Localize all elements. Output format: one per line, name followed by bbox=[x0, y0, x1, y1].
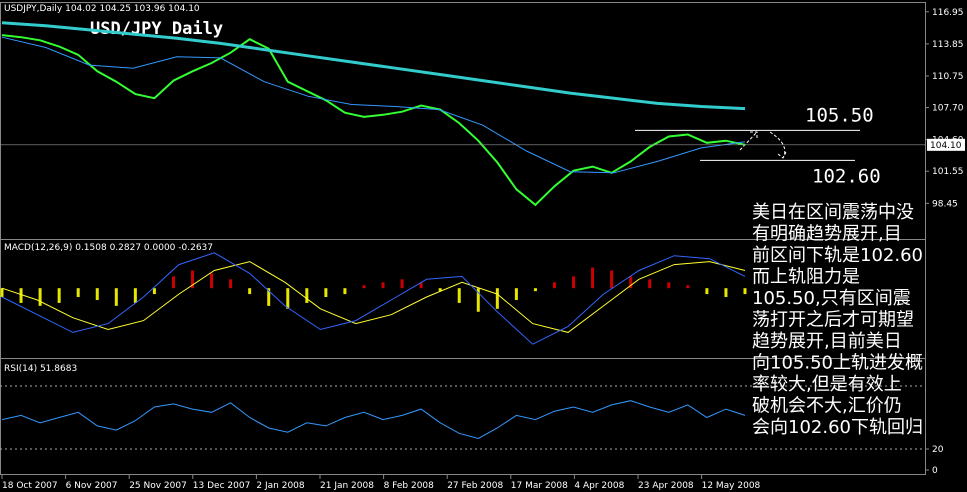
histogram-bar bbox=[57, 288, 61, 303]
histogram-bar bbox=[495, 288, 499, 309]
series-line bbox=[1, 34, 746, 207]
histogram-bar bbox=[457, 288, 461, 303]
note-line: 向105.50上轨进发概 bbox=[752, 353, 923, 374]
histogram-bar bbox=[19, 288, 23, 303]
note-line: 有明确趋势展开,目 bbox=[752, 224, 902, 245]
y-tick-label: 113.85 bbox=[932, 40, 964, 50]
histogram-bar bbox=[514, 288, 518, 300]
histogram-bar bbox=[419, 282, 423, 289]
y-tick-label: 101.55 bbox=[932, 167, 964, 177]
series-line bbox=[1, 261, 746, 333]
chart-header: USDJPY,Daily 104.02 104.25 103.96 104.10 bbox=[4, 4, 200, 14]
histogram-bar bbox=[248, 288, 252, 295]
level-label: 102.60 bbox=[812, 165, 881, 187]
x-tick-label: 25 Nov 2007 bbox=[129, 481, 187, 491]
level-label: 105.50 bbox=[805, 104, 874, 126]
arrows bbox=[739, 131, 787, 159]
histogram-bar bbox=[267, 288, 271, 306]
note-line: 破机会不大,汇价仍 bbox=[752, 396, 902, 417]
histogram-bar bbox=[552, 282, 556, 289]
series-line bbox=[1, 400, 746, 440]
histogram-bar bbox=[610, 270, 614, 289]
macd-header: MACD(12,26,9) 0.1508 0.2827 0.0000 -0.26… bbox=[4, 243, 213, 253]
x-tick-label: 2 Jan 2008 bbox=[256, 481, 304, 491]
x-tick-label: 12 May 2008 bbox=[702, 481, 761, 491]
x-tick-label: 6 Nov 2007 bbox=[66, 481, 118, 491]
histogram-bar bbox=[705, 288, 709, 295]
histogram-bar bbox=[171, 276, 175, 289]
x-tick-label: 4 Apr 2008 bbox=[574, 481, 624, 491]
histogram-bar bbox=[686, 285, 690, 289]
note-line: 率较大,但是有效上 bbox=[752, 374, 902, 395]
note-line: 105.50,只有区间震 bbox=[752, 288, 911, 309]
histogram-bar bbox=[343, 288, 347, 295]
histogram-bar bbox=[743, 288, 747, 295]
histogram-bar bbox=[76, 288, 80, 298]
series-line bbox=[1, 21, 746, 111]
note-line: 趋势展开,目前美日 bbox=[752, 331, 902, 352]
histogram-bar bbox=[648, 279, 652, 289]
histogram-bar bbox=[438, 288, 442, 292]
histogram-bar bbox=[476, 288, 480, 312]
note-line: 会向102.60下轨回归 bbox=[752, 417, 923, 438]
histogram-bar bbox=[38, 288, 42, 306]
note-line: 而上轨阻力是 bbox=[752, 267, 860, 288]
note-line: 荡打开之后才可期望 bbox=[752, 310, 914, 331]
histogram-bar bbox=[667, 282, 671, 289]
y-tick-label: 98.45 bbox=[932, 199, 958, 209]
rsi-header: RSI(14) 51.8683 bbox=[4, 364, 77, 374]
histogram-bar bbox=[724, 288, 728, 298]
series-line bbox=[1, 36, 746, 174]
x-tick-label: 18 Oct 2007 bbox=[2, 481, 58, 491]
histogram-bar bbox=[152, 288, 156, 295]
histogram-bar bbox=[133, 288, 137, 303]
plot-frame bbox=[0, 2, 926, 475]
series-line bbox=[1, 252, 746, 345]
histogram-bar bbox=[572, 276, 576, 289]
histogram-bar bbox=[229, 279, 233, 289]
x-tick-label: 17 Mar 2008 bbox=[511, 481, 568, 491]
x-tick-label: 21 Jan 2008 bbox=[320, 481, 374, 491]
histogram-bar bbox=[210, 273, 214, 289]
note-line: 美日在区间震荡中没 bbox=[752, 202, 914, 223]
histogram-bar bbox=[324, 288, 328, 298]
x-tick-label: 8 Feb 2008 bbox=[384, 481, 435, 491]
histogram-bar bbox=[305, 288, 309, 303]
y-tick-label: 110.75 bbox=[932, 72, 964, 82]
histogram-bar bbox=[362, 285, 366, 289]
current-price-box bbox=[927, 138, 965, 151]
histogram-bar bbox=[533, 288, 537, 292]
histogram-bar bbox=[286, 288, 290, 309]
histogram-bar bbox=[629, 276, 633, 289]
y-tick-label: 0 bbox=[932, 466, 938, 476]
histogram-bar bbox=[0, 288, 4, 298]
x-tick-label: 13 Dec 2007 bbox=[193, 481, 251, 491]
x-tick-label: 27 Feb 2008 bbox=[447, 481, 503, 491]
x-tick-label: 23 Apr 2008 bbox=[638, 481, 694, 491]
current-price-label: 104.10 bbox=[930, 141, 962, 151]
histogram-bar bbox=[191, 270, 195, 289]
histogram-bar bbox=[400, 279, 404, 289]
histogram-bar bbox=[95, 288, 99, 300]
y-tick-label: 116.95 bbox=[932, 8, 964, 18]
histogram-bar bbox=[591, 267, 595, 289]
histogram-bar bbox=[381, 282, 385, 289]
histogram-bar bbox=[114, 288, 118, 306]
y-tick-label: 107.70 bbox=[932, 104, 964, 114]
y-tick-label: 20 bbox=[932, 445, 944, 455]
note-line: 前区间下轨是102.60 bbox=[752, 245, 923, 266]
